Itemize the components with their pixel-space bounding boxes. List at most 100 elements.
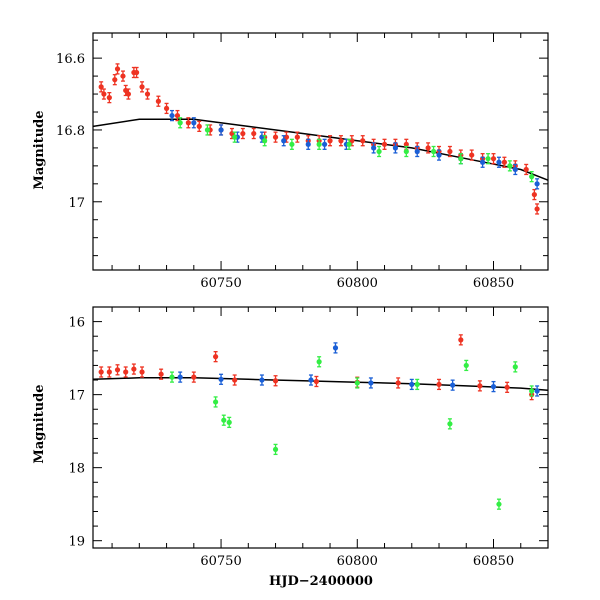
top-y-tick-label: 16.8 [56, 124, 85, 139]
top-data-point [371, 145, 377, 151]
top-data-point [392, 145, 399, 151]
bottom-data-point [463, 362, 469, 369]
bottom-data-point [158, 371, 164, 377]
bottom-data-point [308, 377, 314, 383]
bottom-data-point [395, 380, 401, 386]
top-data-point [262, 138, 268, 144]
bottom-data-point [496, 501, 502, 507]
top-data-point [218, 127, 224, 133]
top-data-point [469, 152, 475, 158]
top-data-point [191, 120, 197, 126]
top-data-point [169, 112, 175, 119]
top-data-point [501, 159, 508, 165]
top-data-point [346, 141, 352, 147]
bottom-data-point [332, 345, 339, 351]
bottom-x-tick-label: 60800 [337, 554, 378, 569]
top-data-point [106, 95, 112, 101]
top-data-point [529, 174, 535, 180]
bottom-x-tick-label: 60850 [473, 554, 514, 569]
bottom-y-tick-label: 17 [68, 389, 85, 404]
bottom-plot-area [93, 334, 548, 510]
bottom-y-tick-label: 19 [68, 535, 85, 550]
top-data-point [174, 112, 181, 119]
bottom-data-point [414, 381, 420, 388]
x-axis-label: HJD−2400000 [269, 574, 373, 589]
top-data-point [447, 148, 453, 155]
bottom-data-point [534, 388, 540, 394]
bottom-panel: 60750 60800 60850 16 17 18 19 [68, 306, 549, 569]
bottom-x-tick-label: 60750 [200, 554, 241, 569]
top-data-point [381, 141, 388, 147]
top-data-point [272, 134, 279, 140]
top-data-point [430, 148, 437, 155]
bottom-data-point [436, 381, 442, 388]
top-data-point [101, 91, 107, 97]
bottom-data-point [529, 388, 535, 394]
bottom-data-point [218, 376, 224, 382]
top-data-point [163, 105, 170, 112]
top-data-point [133, 69, 140, 76]
top-data-point [321, 141, 328, 147]
bottom-data-point [450, 382, 456, 388]
top-data-point [125, 91, 132, 97]
top-x-tick-label: 60800 [337, 276, 378, 291]
top-data-point [512, 166, 518, 173]
top-data-point [177, 120, 183, 126]
top-y-tick-label: 16.6 [56, 52, 85, 67]
top-data-point [232, 134, 238, 140]
top-series-1 [169, 109, 540, 190]
bottom-data-point [114, 367, 121, 373]
bottom-data-point [313, 378, 320, 385]
top-data-point [305, 141, 311, 147]
top-data-point [139, 84, 145, 90]
top-data-point [120, 73, 126, 79]
top-data-point [507, 163, 513, 169]
top-data-point [534, 206, 540, 212]
top-data-point [204, 127, 211, 133]
bottom-data-point [221, 417, 227, 423]
top-x-tick-label: 60750 [200, 276, 241, 291]
top-data-point [114, 66, 121, 72]
top-data-point [480, 159, 486, 165]
bottom-data-point [177, 374, 183, 380]
top-data-point [327, 138, 333, 144]
bottom-data-point [232, 377, 238, 383]
bottom-data-point [131, 366, 137, 372]
top-data-point [240, 130, 246, 137]
top-data-point [155, 98, 161, 104]
top-panel: 60750 60800 60850 16.6 16.8 17 [56, 32, 549, 291]
top-data-point [458, 156, 464, 162]
top-data-point [338, 138, 344, 144]
top-data-point [523, 166, 529, 173]
bottom-data-point [169, 374, 175, 380]
bottom-data-point [447, 421, 453, 427]
top-data-point [185, 120, 191, 126]
bottom-data-point [226, 419, 232, 425]
top-data-point [414, 148, 420, 155]
top-data-point [360, 138, 366, 144]
bottom-data-point [490, 384, 497, 390]
bottom-data-point [272, 378, 279, 384]
bottom-data-point [354, 380, 360, 386]
top-x-tick-label: 60850 [473, 276, 514, 291]
bottom-data-point [106, 369, 112, 375]
top-data-point [496, 159, 502, 165]
bottom-series-0 [98, 334, 535, 401]
bottom-data-point [272, 446, 279, 453]
bottom-data-point [368, 380, 374, 386]
top-data-point [436, 152, 442, 158]
top-data-point [289, 141, 295, 147]
top-data-point [485, 156, 491, 162]
top-y-tick-label: 17 [68, 196, 85, 211]
bottom-plot-frame [92, 306, 549, 549]
bottom-data-point [504, 384, 510, 390]
bottom-data-point [458, 337, 464, 343]
bottom-series-2 [169, 356, 535, 510]
top-data-point [403, 148, 409, 155]
bottom-data-point [316, 359, 322, 365]
bottom-data-point [123, 369, 129, 375]
top-data-point [490, 156, 497, 162]
bottom-data-point [512, 364, 518, 370]
bottom-data-point [139, 369, 145, 375]
bottom-data-point [477, 383, 483, 389]
